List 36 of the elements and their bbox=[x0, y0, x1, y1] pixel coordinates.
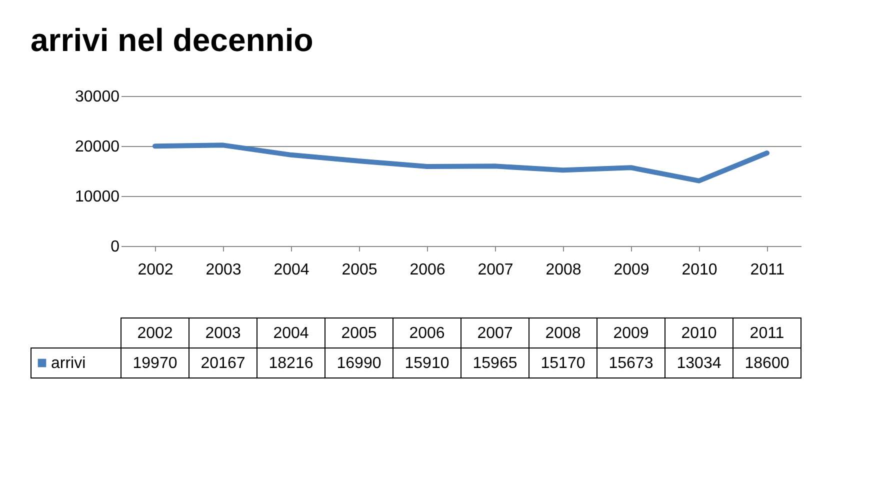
category-label: 2004 bbox=[273, 325, 309, 342]
x-tick-label: 2010 bbox=[682, 262, 718, 278]
data-label: 15910 bbox=[404, 355, 450, 372]
legend-label: arrivi bbox=[51, 355, 86, 372]
data-label: 19970 bbox=[132, 355, 178, 372]
y-tick-label: 30000 bbox=[75, 88, 120, 106]
y-tick-label: 20000 bbox=[75, 138, 120, 156]
chart-title: arrivi nel decennio bbox=[30, 22, 314, 58]
x-tick-label: 2006 bbox=[410, 262, 446, 278]
category-label: 2010 bbox=[681, 325, 717, 342]
category-label: 2006 bbox=[409, 325, 445, 342]
data-label: 15170 bbox=[540, 355, 586, 372]
data-label: 20167 bbox=[200, 355, 246, 372]
x-tick-label: 2002 bbox=[138, 262, 174, 278]
category-label: 2003 bbox=[205, 325, 241, 342]
x-tick-label: 2003 bbox=[206, 262, 242, 278]
x-tick-label: 2011 bbox=[750, 262, 785, 278]
x-tick-label: 2008 bbox=[546, 262, 582, 278]
data-label: 15673 bbox=[608, 355, 654, 372]
category-label: 2009 bbox=[613, 325, 649, 342]
y-tick-label: 10000 bbox=[75, 188, 120, 206]
x-tick-label: 2007 bbox=[478, 262, 514, 278]
data-label: 13034 bbox=[676, 355, 722, 372]
data-label: 18600 bbox=[744, 355, 790, 372]
category-label: 2002 bbox=[137, 325, 173, 342]
data-label: 16990 bbox=[336, 355, 382, 372]
x-tick-label: 2005 bbox=[342, 262, 378, 278]
category-label: 2011 bbox=[750, 325, 784, 342]
category-label: 2007 bbox=[477, 325, 513, 342]
y-tick-label: 0 bbox=[110, 238, 120, 256]
data-label: 18216 bbox=[268, 355, 314, 372]
data-label: 15965 bbox=[472, 355, 518, 372]
x-tick-label: 2004 bbox=[274, 262, 310, 278]
category-label: 2008 bbox=[545, 325, 581, 342]
category-label: 2005 bbox=[341, 325, 377, 342]
x-tick-label: 2009 bbox=[614, 262, 650, 278]
